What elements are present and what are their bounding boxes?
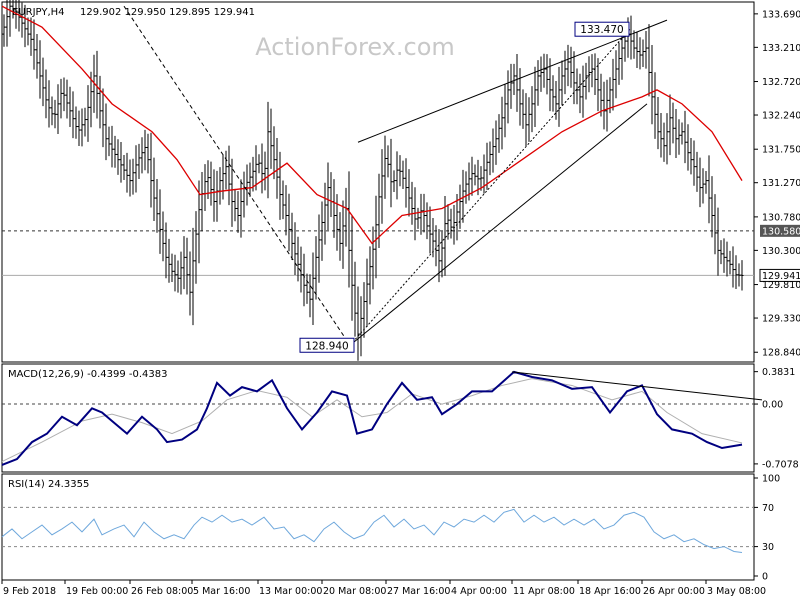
trendline (349, 103, 648, 346)
x-tick-label: 19 Feb 00:00 (66, 586, 128, 597)
x-tick-label: 13 Mar 00:00 (259, 586, 322, 597)
macd-line (1, 370, 743, 466)
rsi-plot (1, 506, 754, 553)
price-tick-label: 131.750 (762, 145, 800, 156)
trendline (357, 19, 668, 143)
x-tick-label: 27 Mar 16:00 (387, 586, 450, 597)
price-tick-label: 129.810 (762, 280, 800, 291)
x-tick-label: 9 Feb 2018 (3, 586, 56, 597)
price-tick-label: 131.270 (762, 178, 800, 189)
price-panel-frame (1, 1, 755, 363)
watermark: ActionForex.com (255, 33, 455, 61)
price-plot: 133.470 128.940 (1, 0, 754, 361)
price-tick-label: 133.210 (762, 43, 800, 54)
price-tick-label: 132.720 (762, 77, 800, 88)
macd-title: MACD(12,26,9) -0.4399 -0.4383 (8, 369, 168, 380)
x-tick-label: 18 Apr 16:00 (579, 586, 641, 597)
trendline (123, 5, 351, 346)
macd-panel-frame (1, 363, 755, 473)
price-tick-label: 128.840 (762, 348, 800, 359)
macd-tick-label: -0.7078 (762, 459, 799, 470)
ohlc-label: 129.902 129.950 129.895 129.941 (80, 7, 255, 18)
price-annotation-box (574, 21, 630, 37)
level-tag-bg (760, 224, 800, 237)
rsi-tick-label: 100 (762, 474, 780, 485)
macd-plot (1, 370, 763, 466)
rsi-tick-label: 70 (762, 503, 774, 514)
macd-trendline (511, 371, 763, 401)
symbol-label: EURJPY,H4 (12, 7, 65, 18)
macd-tick-label: 0.00 (762, 400, 783, 411)
price-annotation-label: 133.470 (580, 24, 623, 36)
macd-signal-line (1, 378, 743, 462)
current-price-tag: 129.941 (762, 271, 800, 282)
x-tick-label: 26 Apr 00:00 (643, 586, 705, 597)
trendline (349, 28, 631, 346)
price-tick-label: 130.300 (762, 246, 800, 257)
x-tick-label: 26 Feb 08:00 (131, 586, 193, 597)
x-tick-label: 20 Mar 08:00 (323, 586, 386, 597)
rsi-panel-frame (1, 473, 755, 581)
x-tick-label: 5 Mar 16:00 (193, 586, 250, 597)
axis-labels: 133.690 133.210 132.720 132.240 131.750 131.2… (1, 9, 800, 597)
rsi-line (1, 508, 743, 553)
price-annotation-box (299, 337, 355, 353)
x-tick-label: 11 Apr 08:00 (513, 586, 575, 597)
rsi-title: RSI(14) 24.3355 (8, 479, 89, 490)
level-tag-label: 130.580 (762, 226, 800, 237)
price-tick-label: 132.240 (762, 111, 800, 122)
moving-average-line (1, 5, 743, 245)
x-tick-label: 3 May 08:00 (707, 586, 766, 597)
rsi-tick-label: 0 (762, 572, 768, 583)
current-price-tag-bg (759, 268, 800, 282)
price-tick-label: 133.690 (762, 9, 800, 20)
x-tick-label: 4 Apr 00:00 (451, 586, 507, 597)
price-tick-label: 130.780 (762, 212, 800, 223)
price-annotation-label: 128.940 (305, 340, 348, 352)
rsi-tick-label: 30 (762, 542, 774, 553)
macd-tick-label: 0.3831 (762, 367, 795, 378)
price-tick-label: 129.330 (762, 314, 800, 325)
